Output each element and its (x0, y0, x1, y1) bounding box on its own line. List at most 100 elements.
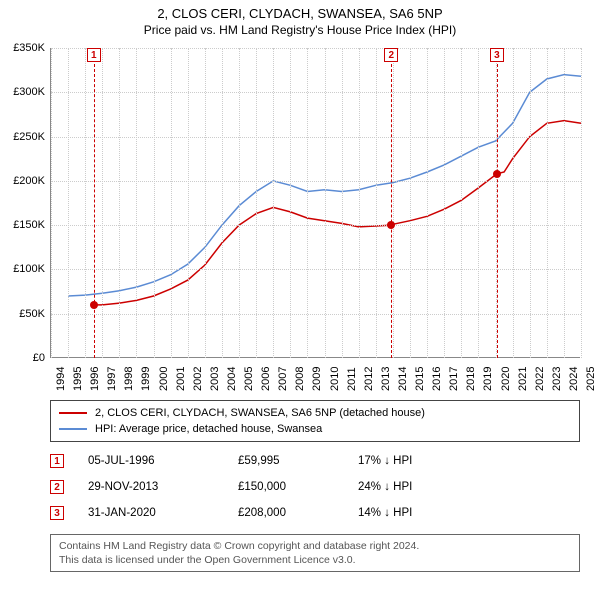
gridline-v (188, 48, 189, 358)
legend-label: HPI: Average price, detached house, Swan… (95, 423, 322, 435)
gridline-v (359, 48, 360, 358)
x-tick-label: 2025 (585, 367, 597, 391)
sales-marker: 1 (50, 454, 64, 468)
gridline-v (119, 48, 120, 358)
gridline-v (444, 48, 445, 358)
gridline-v (461, 48, 462, 358)
gridline-h (51, 225, 581, 226)
x-tick-label: 2002 (192, 367, 204, 391)
x-tick-label: 1994 (55, 367, 67, 391)
x-tick-label: 2017 (448, 367, 460, 391)
gridline-v (427, 48, 428, 358)
x-tick-label: 2018 (465, 367, 477, 391)
gridline-v (581, 48, 582, 358)
gridline-v (205, 48, 206, 358)
y-tick-label: £250K (0, 131, 45, 143)
gridline-h (51, 137, 581, 138)
marker-vline-2 (391, 64, 392, 358)
gridline-v (239, 48, 240, 358)
gridline-h (51, 269, 581, 270)
sales-date: 31-JAN-2020 (88, 507, 238, 519)
x-tick-label: 2022 (534, 367, 546, 391)
sales-marker: 3 (50, 506, 64, 520)
legend-swatch (59, 428, 87, 430)
x-tick-label: 2006 (260, 367, 272, 391)
marker-vline-3 (497, 64, 498, 358)
gridline-v (171, 48, 172, 358)
chart-area: £0£50K£100K£150K£200K£250K£300K£350K1994… (50, 48, 580, 358)
x-tick-label: 2001 (175, 367, 187, 391)
x-tick-label: 2009 (311, 367, 323, 391)
x-tick-label: 2008 (294, 367, 306, 391)
x-tick-label: 1998 (123, 367, 135, 391)
gridline-v (51, 48, 52, 358)
y-tick-label: £50K (0, 308, 45, 320)
sales-hpi: 17% ↓ HPI (358, 455, 478, 467)
y-tick-label: £0 (0, 352, 45, 364)
x-tick-label: 1997 (106, 367, 118, 391)
marker-dot-1 (90, 301, 98, 309)
sales-row: 3 31-JAN-2020£208,00014% ↓ HPI (50, 500, 580, 526)
gridline-v (478, 48, 479, 358)
x-tick-label: 2000 (158, 367, 170, 391)
x-tick-label: 1995 (72, 367, 84, 391)
x-tick-label: 2020 (500, 367, 512, 391)
marker-box-1: 1 (87, 48, 101, 62)
sales-marker: 2 (50, 480, 64, 494)
gridline-h (51, 181, 581, 182)
x-tick-label: 2021 (517, 367, 529, 391)
gridline-v (222, 48, 223, 358)
sales-row: 229-NOV-2013£150,00024% ↓ HPI (50, 474, 580, 500)
x-tick-label: 2023 (551, 367, 563, 391)
gridline-v (68, 48, 69, 358)
chart-subtitle: Price paid vs. HM Land Registry's House … (0, 23, 600, 37)
footer-line-2: This data is licensed under the Open Gov… (59, 553, 571, 567)
sales-price: £208,000 (238, 507, 358, 519)
gridline-v (273, 48, 274, 358)
footer-line-1: Contains HM Land Registry data © Crown c… (59, 539, 571, 553)
x-tick-label: 2004 (226, 367, 238, 391)
gridline-h (51, 314, 581, 315)
gridline-v (530, 48, 531, 358)
x-tick-label: 1999 (140, 367, 152, 391)
plot-region: £0£50K£100K£150K£200K£250K£300K£350K1994… (50, 48, 580, 358)
sales-price: £59,995 (238, 455, 358, 467)
title-block: 2, CLOS CERI, CLYDACH, SWANSEA, SA6 5NP … (0, 0, 600, 37)
sales-hpi: 24% ↓ HPI (358, 481, 478, 493)
gridline-v (325, 48, 326, 358)
x-tick-label: 1996 (89, 367, 101, 391)
gridline-v (513, 48, 514, 358)
chart-title: 2, CLOS CERI, CLYDACH, SWANSEA, SA6 5NP (0, 6, 600, 21)
y-tick-label: £200K (0, 175, 45, 187)
x-tick-label: 2024 (568, 367, 580, 391)
x-tick-label: 2015 (414, 367, 426, 391)
gridline-v (410, 48, 411, 358)
legend: 2, CLOS CERI, CLYDACH, SWANSEA, SA6 5NP … (50, 400, 580, 442)
chart-container: 2, CLOS CERI, CLYDACH, SWANSEA, SA6 5NP … (0, 0, 600, 590)
gridline-v (154, 48, 155, 358)
legend-label: 2, CLOS CERI, CLYDACH, SWANSEA, SA6 5NP … (95, 407, 425, 419)
line-svg (51, 48, 581, 358)
gridline-v (136, 48, 137, 358)
gridline-v (342, 48, 343, 358)
footer-attribution: Contains HM Land Registry data © Crown c… (50, 534, 580, 572)
sales-date: 05-JUL-1996 (88, 455, 238, 467)
sales-price: £150,000 (238, 481, 358, 493)
y-tick-label: £100K (0, 263, 45, 275)
sales-hpi: 14% ↓ HPI (358, 507, 478, 519)
sales-row: 1 05-JUL-1996£59,99517% ↓ HPI (50, 448, 580, 474)
x-tick-label: 2019 (482, 367, 494, 391)
gridline-v (290, 48, 291, 358)
gridline-h (51, 92, 581, 93)
gridline-v (564, 48, 565, 358)
y-tick-label: £350K (0, 42, 45, 54)
gridline-v (102, 48, 103, 358)
y-tick-label: £150K (0, 219, 45, 231)
x-tick-label: 2014 (397, 367, 409, 391)
marker-dot-2 (387, 221, 395, 229)
gridline-v (376, 48, 377, 358)
marker-box-2: 2 (384, 48, 398, 62)
x-tick-label: 2011 (346, 367, 358, 391)
x-tick-label: 2012 (363, 367, 375, 391)
x-tick-label: 2010 (329, 367, 341, 391)
